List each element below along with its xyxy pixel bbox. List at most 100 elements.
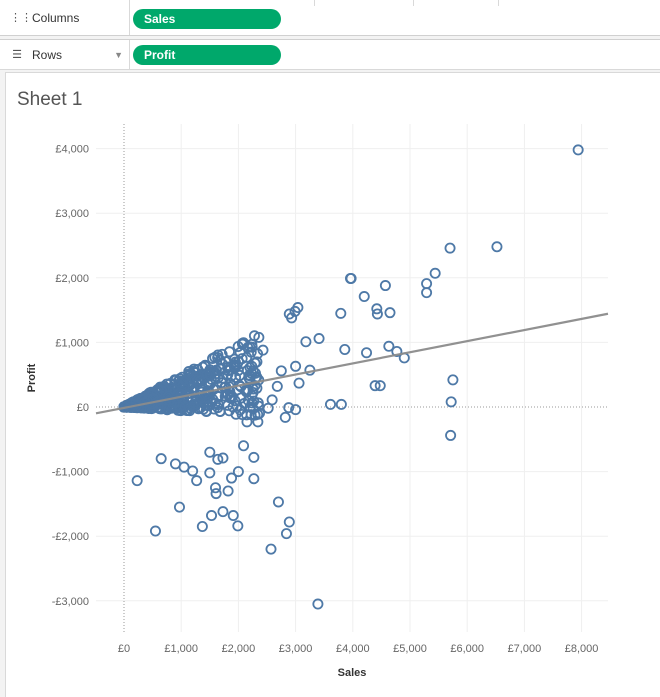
data-point bbox=[175, 388, 187, 400]
data-point bbox=[324, 398, 336, 410]
data-point bbox=[252, 397, 264, 409]
data-point bbox=[180, 375, 192, 387]
data-point bbox=[290, 360, 302, 372]
y-axis-ticks: £4,000 £3,000 £2,000 £1,000 £0 -£1,000 -£2,000… bbox=[52, 144, 89, 608]
data-point bbox=[173, 501, 185, 513]
y-axis-label: Profit bbox=[26, 363, 38, 392]
data-point bbox=[246, 390, 258, 402]
data-point bbox=[217, 506, 229, 518]
data-point bbox=[248, 473, 260, 485]
data-point bbox=[253, 331, 265, 343]
data-point bbox=[444, 242, 456, 254]
data-point bbox=[214, 405, 226, 417]
data-point bbox=[152, 401, 164, 413]
data-point bbox=[204, 369, 216, 381]
zero-lines bbox=[96, 124, 608, 632]
data-point bbox=[219, 390, 231, 402]
data-point bbox=[164, 377, 176, 389]
data-point bbox=[241, 416, 253, 428]
chevron-down-icon[interactable]: ▼ bbox=[114, 49, 123, 60]
trend-line-group bbox=[95, 312, 609, 415]
data-point bbox=[371, 308, 383, 320]
data-point bbox=[358, 291, 370, 303]
data-point bbox=[429, 267, 441, 279]
data-point bbox=[183, 366, 195, 378]
data-point bbox=[135, 402, 147, 414]
data-point bbox=[204, 467, 216, 479]
columns-pill-sales[interactable]: Sales bbox=[133, 9, 281, 29]
data-point bbox=[232, 356, 244, 368]
data-point bbox=[227, 510, 239, 522]
data-point bbox=[226, 472, 238, 484]
sheet-view: Sheet 1 bbox=[5, 72, 660, 697]
x-tick-label: £8,000 bbox=[565, 643, 599, 655]
data-point bbox=[272, 496, 284, 508]
x-tick-label: £2,000 bbox=[222, 643, 256, 655]
data-point bbox=[236, 337, 248, 349]
data-point bbox=[247, 383, 259, 395]
data-point bbox=[252, 416, 264, 428]
data-point bbox=[290, 404, 302, 416]
data-point bbox=[335, 398, 347, 410]
y-tick-label: -£3,000 bbox=[52, 596, 89, 608]
rows-shelf[interactable]: ☰ Rows ▼ Profit bbox=[0, 39, 660, 70]
data-point bbox=[161, 383, 173, 395]
rows-icon: ☰ bbox=[12, 49, 22, 61]
data-point bbox=[271, 380, 283, 392]
columns-pill-label: Sales bbox=[144, 12, 176, 26]
data-point bbox=[191, 475, 203, 487]
data-point bbox=[257, 344, 269, 356]
x-axis-label: Sales bbox=[338, 667, 367, 679]
data-point bbox=[215, 362, 227, 374]
data-point bbox=[345, 272, 357, 284]
data-point bbox=[246, 397, 258, 409]
x-axis-ticks: £0 £1,000 £2,000 £3,000 £4,000 £5,000 £6,000 £7… bbox=[118, 643, 599, 655]
data-point bbox=[371, 303, 383, 315]
data-point bbox=[142, 395, 154, 407]
data-point bbox=[217, 452, 229, 464]
data-point bbox=[361, 347, 373, 359]
data-point bbox=[154, 403, 166, 415]
sheet-title: Sheet 1 bbox=[17, 89, 83, 110]
shelf-divider bbox=[314, 0, 315, 6]
data-point bbox=[275, 365, 287, 377]
data-point bbox=[374, 380, 386, 392]
y-tick-label: £1,000 bbox=[55, 337, 89, 349]
rows-pill-label: Profit bbox=[144, 48, 176, 62]
data-point bbox=[421, 287, 433, 299]
data-point bbox=[572, 144, 584, 156]
y-tick-label: £4,000 bbox=[55, 144, 89, 156]
data-point bbox=[223, 346, 235, 358]
data-point bbox=[196, 368, 208, 380]
data-point bbox=[283, 402, 295, 414]
data-point bbox=[197, 403, 209, 415]
x-tick-label: £1,000 bbox=[164, 643, 198, 655]
y-tick-label: £2,000 bbox=[55, 273, 89, 285]
data-point bbox=[248, 451, 260, 463]
rows-pill-profit[interactable]: Profit bbox=[133, 45, 281, 65]
data-point bbox=[491, 241, 503, 253]
chart-gridlines bbox=[96, 124, 608, 632]
data-point bbox=[243, 370, 255, 382]
data-point bbox=[280, 528, 292, 540]
data-point bbox=[312, 598, 324, 610]
data-point bbox=[383, 340, 395, 352]
data-point bbox=[222, 485, 234, 497]
data-point bbox=[209, 398, 221, 410]
data-point bbox=[421, 278, 433, 290]
trend-line bbox=[95, 312, 609, 415]
data-point bbox=[265, 543, 277, 555]
data-point bbox=[384, 307, 396, 319]
data-point bbox=[262, 402, 274, 414]
x-tick-label: £6,000 bbox=[450, 643, 484, 655]
data-point bbox=[447, 374, 459, 386]
data-point bbox=[266, 394, 278, 406]
data-point bbox=[232, 466, 244, 478]
data-point bbox=[300, 336, 312, 348]
columns-shelf[interactable]: ⋮⋮ Columns Sales bbox=[0, 0, 660, 36]
data-point bbox=[210, 488, 222, 500]
data-point bbox=[187, 382, 199, 394]
data-point bbox=[391, 345, 403, 357]
data-point bbox=[188, 363, 200, 375]
